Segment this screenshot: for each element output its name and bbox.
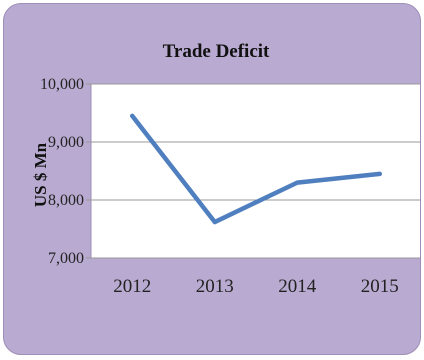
y-tick-label: 8,000	[48, 192, 84, 209]
y-tick-label: 10,000	[40, 76, 84, 93]
series-line	[130, 113, 382, 225]
x-tick-label: 2012	[113, 276, 151, 297]
line-chart: Trade Deficit US $ Mn 7,000 8,000 9,000 10,…	[31, 41, 420, 297]
y-axis-label: US $ Mn	[31, 142, 50, 207]
y-tick-label: 7,000	[48, 250, 84, 267]
plot-area	[90, 83, 420, 259]
data-point	[130, 113, 135, 118]
x-tick-layer: 2012 2013 2014 2015	[113, 276, 399, 297]
series-layer	[130, 113, 382, 225]
data-point	[377, 171, 382, 176]
chart-title: Trade Deficit	[163, 41, 270, 62]
chart-card: Trade Deficit US $ Mn 7,000 8,000 9,000 10,…	[3, 3, 421, 355]
data-point	[295, 180, 300, 185]
x-tick-label: 2015	[361, 276, 399, 297]
y-tick-label: 9,000	[48, 134, 84, 151]
data-point	[212, 220, 217, 225]
x-tick-label: 2013	[196, 276, 234, 297]
y-tick-layer: 7,000 8,000 9,000 10,000	[40, 76, 84, 267]
x-tick-label: 2014	[278, 276, 317, 297]
